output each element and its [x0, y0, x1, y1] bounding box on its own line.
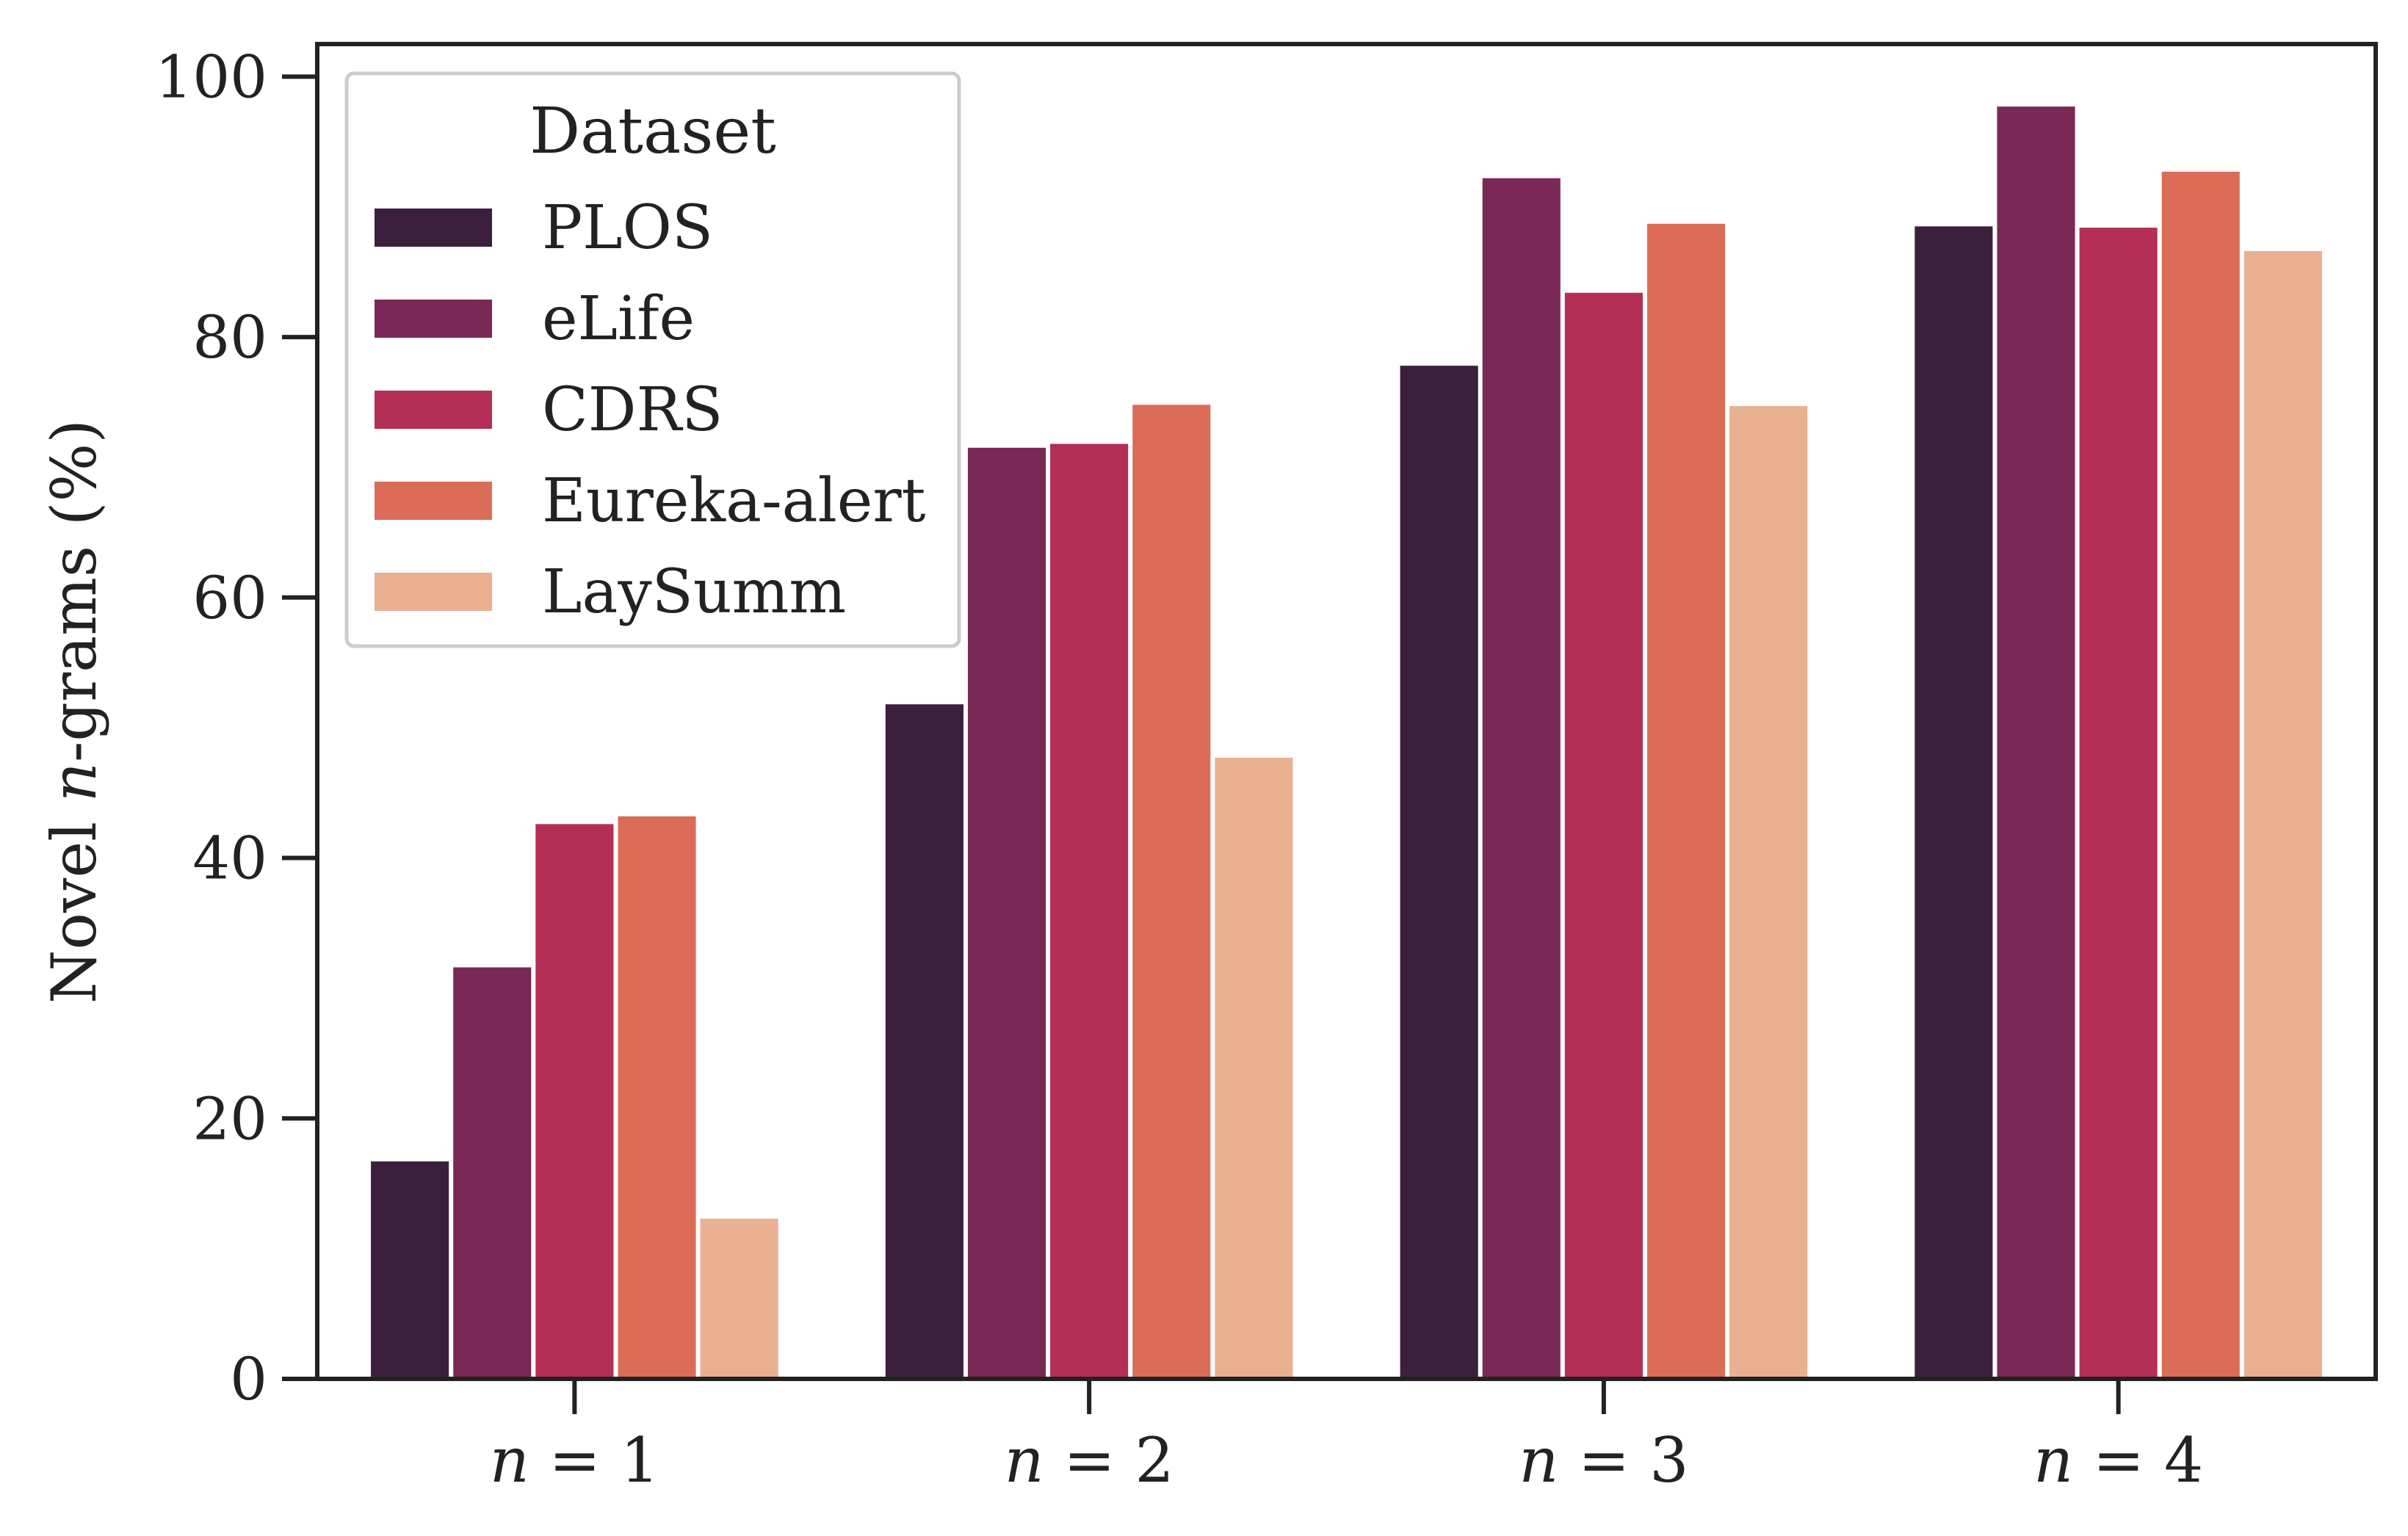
legend-swatch-plos [375, 209, 492, 247]
bar-laysumm-4 [2244, 251, 2322, 1379]
y-tick-label-20: 20 [192, 1084, 267, 1153]
bar-cdrs-2 [1050, 443, 1129, 1379]
x-tick-label-1: n = 1 [490, 1424, 659, 1496]
bar-elife-4 [1997, 106, 2075, 1379]
legend-items: PLOS eLife CDRS Eureka-alert LaySumm [375, 193, 926, 627]
legend-label-elife: eLife [542, 284, 695, 354]
bar-plos-1 [371, 1161, 449, 1379]
legend-swatch-laysumm [375, 573, 492, 611]
bar-eureka-alert-1 [618, 816, 696, 1379]
y-tick-label-40: 40 [192, 825, 267, 893]
bar-plos-2 [885, 704, 963, 1379]
y-axis-label: Novel n-grams (%) [38, 419, 110, 1004]
legend-label-laysumm: LaySumm [542, 557, 846, 627]
legend-swatch-eureka-alert [375, 482, 492, 520]
x-tick-label-3: n = 3 [1519, 1424, 1688, 1496]
legend-label-plos: PLOS [542, 193, 713, 263]
bar-elife-1 [453, 967, 532, 1379]
bar-cdrs-1 [535, 824, 614, 1379]
legend-swatch-cdrs [375, 391, 492, 429]
legend-label-eureka-alert: Eureka-alert [542, 466, 926, 536]
bar-eureka-alert-4 [2161, 171, 2240, 1379]
y-tick-label-100: 100 [155, 43, 267, 111]
y-axis-label-pre: Novel [38, 802, 110, 1004]
x-axis: n = 1 n = 2 n = 3 n = 4 [490, 1379, 2203, 1496]
bar-laysumm-1 [700, 1218, 778, 1379]
x-tick-label-2: n = 2 [1004, 1424, 1174, 1496]
y-axis-label-var: n [38, 762, 110, 802]
bar-cdrs-3 [1564, 292, 1643, 1379]
bar-plos-4 [1915, 226, 1993, 1379]
legend-title: Dataset [529, 95, 776, 168]
y-tick-label-0: 0 [230, 1345, 267, 1413]
bars-group [371, 106, 2322, 1380]
y-tick-label-80: 80 [192, 303, 267, 372]
plot-frame [315, 42, 2378, 1381]
bar-eureka-alert-2 [1132, 405, 1211, 1379]
y-axis-label-post: -grams (%) [38, 419, 110, 762]
x-tick-label-4: n = 4 [2033, 1424, 2203, 1496]
legend-swatch-elife [375, 300, 492, 338]
bar-laysumm-2 [1215, 757, 1293, 1379]
bar-laysumm-3 [1729, 406, 1808, 1379]
bar-cdrs-4 [2079, 228, 2158, 1380]
y-tick-label-60: 60 [192, 564, 267, 632]
legend-label-cdrs: CDRS [542, 375, 723, 445]
bar-elife-2 [967, 447, 1046, 1379]
y-axis: 0 20 40 60 80 100 [155, 43, 317, 1413]
legend: Dataset PLOS eLife CDRS Eureka-alert LaySumm [344, 71, 961, 648]
legend-box [344, 71, 961, 648]
bar-plos-3 [1400, 366, 1478, 1380]
bar-elife-3 [1482, 178, 1561, 1380]
bar-eureka-alert-3 [1646, 223, 1726, 1379]
